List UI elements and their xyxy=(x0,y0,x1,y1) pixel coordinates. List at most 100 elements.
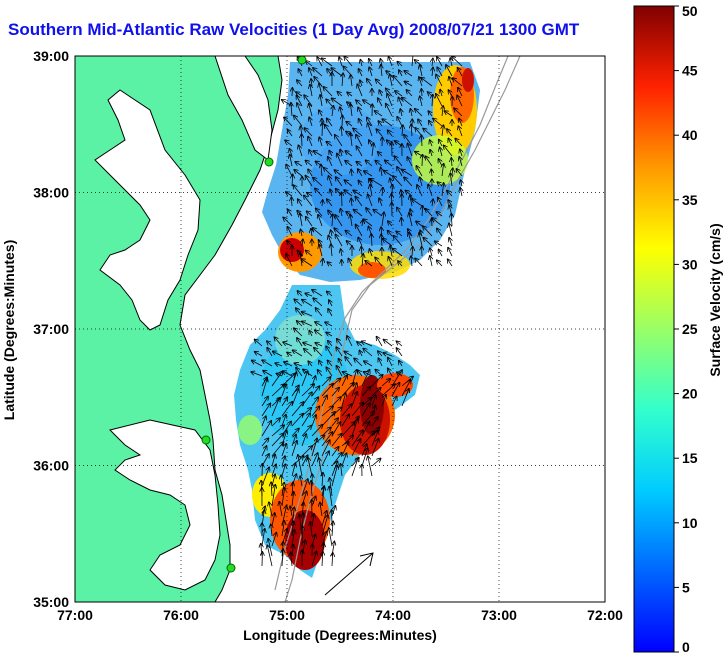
velocity-vector xyxy=(325,125,333,137)
velocity-vector xyxy=(271,533,276,547)
velocity-vector xyxy=(282,549,283,567)
velocity-vector xyxy=(298,145,303,157)
velocity-vector xyxy=(431,169,432,177)
velocity-vector xyxy=(378,98,383,107)
velocity-vector xyxy=(273,351,283,357)
velocity-vector xyxy=(353,128,363,137)
velocity-vector xyxy=(291,463,295,477)
velocity-vector xyxy=(451,158,452,167)
velocity-vector xyxy=(321,406,333,417)
velocity-vector xyxy=(274,337,283,347)
velocity-vector xyxy=(320,503,322,517)
velocity-vector xyxy=(342,192,343,207)
velocity-vector xyxy=(432,68,433,77)
velocity-vector xyxy=(357,342,363,347)
velocity-vector xyxy=(423,129,433,137)
velocity-vector xyxy=(432,218,443,227)
velocity-vector xyxy=(298,69,303,77)
velocity-vector xyxy=(291,402,304,417)
velocity-vector xyxy=(356,135,363,147)
velocity-vector xyxy=(322,552,323,567)
velocity-vector xyxy=(394,156,403,167)
velocity-vector xyxy=(341,209,343,217)
velocity-vector xyxy=(327,118,333,127)
velocity-vector xyxy=(296,368,303,377)
velocity-vector xyxy=(284,362,293,367)
velocity-vector xyxy=(392,249,403,257)
velocity-vector xyxy=(321,165,322,177)
velocity-vector xyxy=(341,127,342,137)
velocity-vector xyxy=(364,171,373,177)
velocity-vector xyxy=(283,371,293,377)
velocity-vector xyxy=(285,140,293,147)
velocity-vector xyxy=(433,118,443,127)
velocity-vector xyxy=(425,209,433,217)
delaware-bay xyxy=(214,56,273,161)
velocity-vector xyxy=(444,145,453,157)
velocity-vector xyxy=(317,57,323,67)
velocity-vector xyxy=(336,347,343,357)
velocity-vector xyxy=(331,244,332,257)
velocity-vector xyxy=(449,77,452,87)
velocity-vector xyxy=(358,169,363,177)
velocity-vector xyxy=(335,215,343,227)
velocity-vector xyxy=(261,397,268,407)
velocity-vector xyxy=(261,378,267,397)
velocity-vector xyxy=(302,312,313,317)
velocity-vector xyxy=(329,151,332,157)
velocity-vector xyxy=(297,80,303,87)
velocity-vector xyxy=(377,337,383,347)
velocity-vector xyxy=(388,221,393,227)
velocity-vector xyxy=(311,386,320,397)
velocity-vector xyxy=(341,422,355,437)
velocity-vector xyxy=(309,150,312,157)
velocity-vector xyxy=(398,261,402,267)
velocity-vector xyxy=(342,116,343,127)
velocity-vector xyxy=(388,231,393,237)
y-tick-label: 35:00 xyxy=(33,594,69,610)
colorbar-tick-label: 25 xyxy=(682,321,698,337)
velocity-vector xyxy=(309,68,312,77)
velocity-vector xyxy=(416,221,423,227)
velocity-vector xyxy=(339,57,342,67)
velocity-vector xyxy=(458,126,463,137)
velocity-vector xyxy=(408,144,413,157)
velocity-vector xyxy=(309,117,312,127)
velocity-vector xyxy=(376,129,383,137)
velocity-vector xyxy=(351,383,357,397)
velocity-vector xyxy=(359,351,362,357)
colorbar-tick-label: 30 xyxy=(682,256,698,272)
velocity-vector xyxy=(297,291,303,297)
velocity-vector xyxy=(318,370,323,377)
x-tick-label: 74:00 xyxy=(375,607,411,623)
velocity-vector xyxy=(345,151,353,157)
velocity-vector xyxy=(329,300,332,307)
velocity-vector xyxy=(396,348,403,357)
velocity-vector xyxy=(271,433,284,447)
velocity-vector xyxy=(321,511,327,527)
velocity-vector xyxy=(321,377,331,387)
velocity-vector xyxy=(337,92,343,97)
velocity-vector xyxy=(281,384,286,397)
velocity-vector xyxy=(332,553,333,567)
velocity-vector xyxy=(430,256,432,267)
velocity-vector xyxy=(294,328,303,337)
velocity-vector xyxy=(282,521,284,537)
velocity-vector xyxy=(346,122,353,127)
velocity-vectors xyxy=(251,56,463,567)
velocity-vector xyxy=(300,213,302,227)
velocity-vector xyxy=(319,245,323,257)
velocity-vector xyxy=(448,259,453,267)
velocity-vector xyxy=(328,309,333,317)
velocity-vector xyxy=(442,125,443,137)
velocity-vector xyxy=(393,236,403,247)
velocity-vector xyxy=(271,482,272,497)
velocity-vector xyxy=(386,104,393,117)
velocity-vector xyxy=(412,247,413,257)
velocity-vector xyxy=(314,348,323,357)
velocity-vector xyxy=(326,346,333,357)
velocity-vector xyxy=(351,439,361,457)
velocity-vector xyxy=(279,502,282,517)
velocity-vector xyxy=(356,225,363,237)
velocity-vector xyxy=(341,404,352,417)
